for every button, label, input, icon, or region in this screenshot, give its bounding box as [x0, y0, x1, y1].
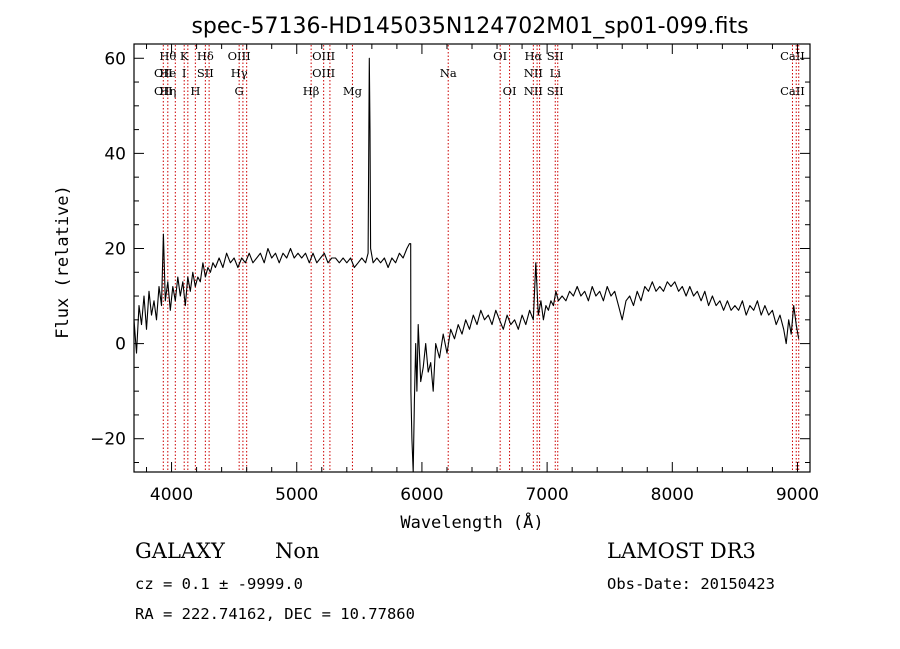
x-tick-label: 6000 [400, 485, 443, 505]
line-marker-label: Hδ [197, 49, 214, 63]
plot-frame [133, 43, 811, 473]
x-tick-label: 8000 [651, 485, 694, 505]
obs-date-text: Obs-Date: 20150423 [607, 575, 775, 593]
y-tick-label: 0 [115, 335, 126, 355]
line-marker-label: I [182, 66, 187, 80]
line-marker-label: OI [503, 84, 517, 98]
line-marker-label: SII [197, 66, 214, 80]
line-marker-label: NII [524, 84, 543, 98]
line-marker-label: Hβ [303, 84, 320, 98]
line-marker-label: Li [550, 66, 562, 80]
spectral-line-labels: OII OII Hθ He Hη KIH Hδ SII OIII Hγ G Hβ OIII OIII Mg N… [154, 49, 805, 98]
y-tick-label: 40 [104, 144, 126, 164]
line-marker-label: NII [524, 66, 543, 80]
line-marker-label: Hθ [159, 49, 176, 63]
x-tick-label: 4000 [150, 485, 193, 505]
line-marker-label: CaII [780, 49, 805, 63]
object-class-label: GALAXY [135, 539, 226, 563]
line-marker-label: OIII [312, 66, 335, 80]
x-tick-label: 5000 [275, 485, 318, 505]
survey-label: LAMOST DR3 [607, 539, 756, 563]
y-axis-ticks: −20 0 20 40 60 [90, 49, 810, 463]
line-marker-label: Mg [343, 84, 363, 98]
x-axis-ticks: 4000 5000 6000 7000 8000 9000 [146, 44, 819, 505]
line-marker-label: K [180, 49, 189, 63]
line-marker-label: Hα [524, 49, 542, 63]
spectral-line-markers [162, 45, 800, 471]
line-marker-label: Hη [159, 84, 176, 98]
line-marker-label: SII [547, 49, 564, 63]
spectrum-series-line [133, 57, 800, 473]
line-marker-label: Hγ [231, 66, 248, 80]
line-marker-label: OI [493, 49, 507, 63]
object-subclass-label: Non [275, 539, 320, 563]
line-marker-label: CaII [780, 84, 805, 98]
line-marker-label: SII [547, 84, 564, 98]
line-marker-label: OII [154, 66, 173, 80]
x-tick-label: 7000 [525, 485, 568, 505]
line-marker-label: H [190, 84, 200, 98]
coordinates-text: RA = 222.74162, DEC = 10.77860 [135, 605, 415, 623]
line-marker-label: G [235, 84, 244, 98]
line-marker-label: He [159, 66, 176, 80]
x-tick-label: 9000 [776, 485, 819, 505]
y-tick-label: 20 [104, 239, 126, 259]
y-tick-label: 60 [104, 49, 126, 69]
redshift-cz-text: cz = 0.1 ± -9999.0 [135, 575, 303, 593]
y-tick-label: −20 [90, 430, 126, 450]
x-axis-label: Wavelength (Å) [400, 511, 543, 533]
line-marker-label: OII [154, 84, 173, 98]
line-marker-label: Na [440, 66, 457, 80]
line-marker-label: OIII [228, 49, 251, 63]
line-marker-label: OIII [312, 49, 335, 63]
y-axis-label: Flux (relative) [53, 185, 73, 339]
chart-title: spec-57136-HD145035N124702M01_sp01-099.f… [191, 14, 748, 39]
